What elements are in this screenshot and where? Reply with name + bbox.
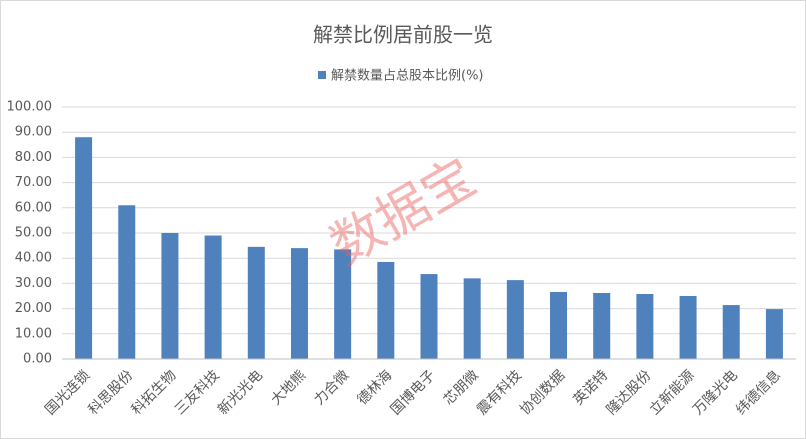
- y-tick-label: 50.00: [15, 226, 52, 241]
- y-tick-label: 100.00: [7, 100, 53, 115]
- y-tick-label: 80.00: [15, 150, 52, 165]
- y-tick-label: 20.00: [15, 301, 52, 316]
- y-tick-label: 90.00: [15, 125, 52, 140]
- bar: [593, 292, 611, 359]
- bar: [722, 305, 740, 359]
- y-tick-label: 0.00: [23, 352, 52, 367]
- legend-swatch: [318, 71, 326, 79]
- bar: [420, 274, 438, 359]
- bar: [765, 309, 783, 359]
- bar: [161, 233, 179, 359]
- y-tick-label: 30.00: [15, 276, 52, 291]
- legend-label: 解禁数量占总股本比例(%): [331, 69, 484, 84]
- y-tick-label: 70.00: [15, 175, 52, 190]
- bar: [247, 246, 265, 359]
- bar: [506, 280, 524, 359]
- y-tick-label: 60.00: [15, 200, 52, 215]
- bar: [550, 291, 568, 359]
- bar: [118, 205, 136, 359]
- bar: [75, 137, 93, 359]
- bar: [636, 293, 654, 359]
- y-tick-label: 10.00: [15, 326, 52, 341]
- y-tick-label: 40.00: [15, 251, 52, 266]
- bar: [204, 235, 222, 359]
- bar: [463, 278, 481, 359]
- bar: [290, 248, 308, 359]
- bar: [377, 261, 395, 359]
- bar: [334, 249, 352, 359]
- chart-title: 解禁比例居前股一览: [313, 23, 493, 47]
- bar: [679, 296, 697, 359]
